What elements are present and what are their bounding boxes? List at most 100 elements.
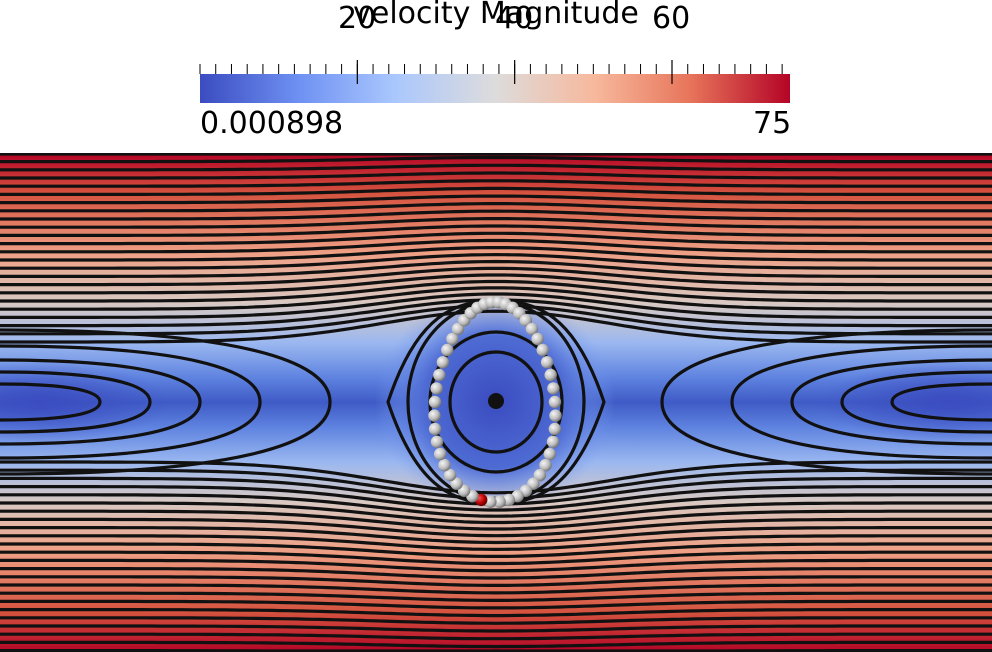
streamline xyxy=(0,460,992,495)
streamline xyxy=(0,179,992,188)
colorbar-gradient xyxy=(200,74,790,103)
particle xyxy=(446,332,459,346)
colorbar-minor-ticks xyxy=(199,64,783,74)
colorbar-max-label: 75 xyxy=(753,106,792,141)
streamline xyxy=(0,202,992,213)
right-loop-streamline xyxy=(840,370,992,434)
particle xyxy=(531,332,544,346)
streamline xyxy=(0,534,992,552)
particle xyxy=(450,477,463,490)
left-loop-streamline xyxy=(0,370,152,434)
particle xyxy=(493,495,506,508)
particle xyxy=(451,322,465,336)
colorbar xyxy=(199,60,790,103)
left-loop-streamline xyxy=(0,382,102,422)
streamline xyxy=(0,501,992,525)
streamline xyxy=(0,231,992,246)
streamline xyxy=(0,246,992,262)
right-loop-streamline xyxy=(730,344,992,460)
particle xyxy=(525,322,539,336)
streamline xyxy=(0,575,992,587)
colorbar-tick-label-60: 60 xyxy=(652,1,691,36)
right-core-region xyxy=(820,362,992,442)
streamline xyxy=(0,542,992,558)
particle xyxy=(428,422,442,436)
streamline xyxy=(0,194,992,205)
particle xyxy=(434,447,447,461)
particle xyxy=(540,356,554,369)
left-loop-streamline xyxy=(0,328,332,476)
streamline xyxy=(0,526,992,545)
streamline xyxy=(0,567,992,580)
streamline xyxy=(0,155,992,164)
streamline xyxy=(0,252,992,270)
particle xyxy=(544,368,557,382)
particle xyxy=(546,435,560,448)
streamline xyxy=(0,591,992,602)
streamline xyxy=(0,632,992,641)
colorbar-tick-label-40: 40 xyxy=(495,1,534,36)
streamline xyxy=(0,640,992,649)
streamline xyxy=(0,273,992,295)
particle-ring xyxy=(428,296,562,508)
right-loop-streamline xyxy=(660,328,992,476)
colorbar-tick-label-20: 20 xyxy=(338,1,377,36)
streamline xyxy=(0,163,992,172)
streamline xyxy=(0,608,992,618)
particle xyxy=(519,314,532,327)
particle xyxy=(428,409,441,422)
streamline xyxy=(0,616,992,625)
velocity-field-view[interactable] xyxy=(0,153,992,652)
separatrix-streamline xyxy=(386,298,606,506)
streamline xyxy=(0,599,992,610)
streamline xyxy=(0,224,992,237)
streamline xyxy=(0,209,992,221)
particle xyxy=(549,409,562,422)
particle xyxy=(548,395,562,409)
colorbar-title: velocity Magnitude xyxy=(353,0,639,31)
particle xyxy=(543,447,556,461)
colorbar-major-ticks xyxy=(356,60,673,84)
particle xyxy=(430,382,443,395)
particle xyxy=(533,468,547,482)
streamline xyxy=(0,171,992,180)
streamline xyxy=(0,292,992,319)
particle xyxy=(433,368,446,382)
streamline xyxy=(0,558,992,573)
streamline xyxy=(0,517,992,538)
streamline xyxy=(0,550,992,566)
streamline xyxy=(0,217,992,229)
particle xyxy=(502,493,515,507)
particle xyxy=(539,458,552,472)
closed-streamline xyxy=(448,350,544,454)
streamline xyxy=(0,485,992,512)
right-loop-streamline xyxy=(890,382,992,422)
right-loop-streamline xyxy=(790,358,992,446)
particle xyxy=(436,356,450,369)
particle xyxy=(548,422,562,436)
streamline xyxy=(0,238,992,254)
streamline xyxy=(0,186,992,196)
streamlines xyxy=(0,153,992,652)
left-loop-streamline xyxy=(0,344,262,460)
particle xyxy=(536,343,549,357)
colorbar-min-label: 0.000898 xyxy=(200,106,344,141)
particle xyxy=(547,382,560,395)
particle xyxy=(443,468,457,482)
streamline xyxy=(0,309,992,344)
streamline xyxy=(0,493,992,518)
streamline xyxy=(0,509,992,531)
left-loop-streamline xyxy=(0,358,202,446)
streamline xyxy=(0,279,992,303)
particle xyxy=(430,435,444,448)
particle xyxy=(484,495,497,508)
particle xyxy=(428,395,442,409)
streamline xyxy=(0,286,992,311)
vortex-center-marker xyxy=(488,393,504,409)
streamline xyxy=(0,624,992,633)
particle xyxy=(441,343,454,357)
streamline xyxy=(0,583,992,595)
particle xyxy=(438,458,451,472)
streamline xyxy=(0,266,992,287)
streamline xyxy=(0,259,992,278)
